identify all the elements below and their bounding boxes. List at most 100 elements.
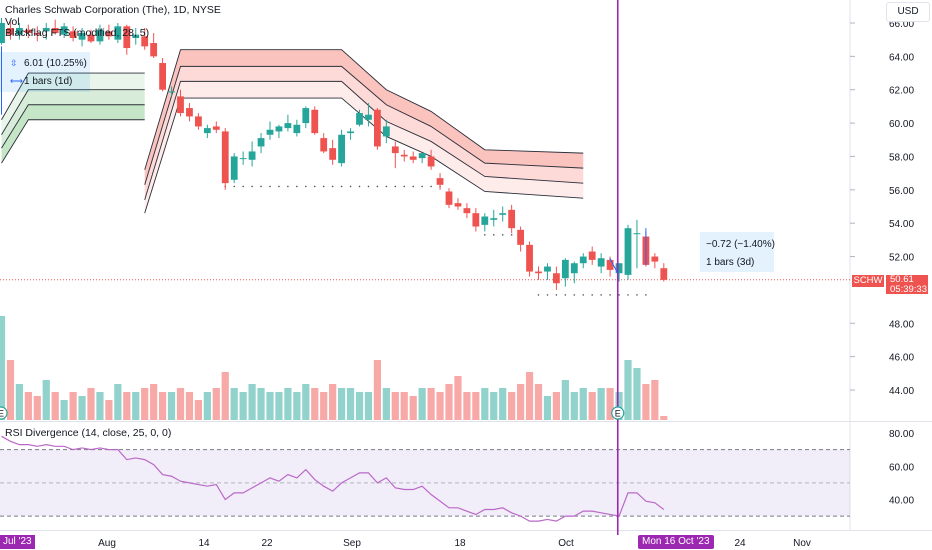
price-axis: 66.00 64.00 62.00 60.00 58.00 56.00 54.00 52.00… — [850, 19, 914, 507]
candle-body — [0, 23, 5, 44]
candle-body — [123, 26, 131, 49]
bar-countdown: 05:39:33 — [890, 283, 927, 295]
volume-bar — [472, 392, 480, 420]
volume-bar — [517, 384, 525, 420]
price-tick-label: 64.00 — [889, 52, 914, 63]
candle-body — [150, 43, 158, 57]
volume-bar — [24, 392, 32, 420]
chart-title[interactable]: Charles Schwab Corporation (The), 1D, NY… — [5, 4, 221, 16]
candle-body — [16, 28, 23, 35]
price-tick-label: 52.00 — [889, 253, 914, 264]
candle-body — [266, 129, 274, 135]
candle-body — [159, 63, 166, 90]
stop-dot — [412, 185, 415, 188]
candle-body — [615, 263, 623, 274]
price-tick-label: 46.00 — [889, 353, 914, 364]
candle-body — [535, 271, 542, 274]
time-axis-label: Oct — [558, 538, 574, 549]
stop-dot — [376, 185, 379, 188]
candle-body — [239, 158, 247, 160]
volume-bar — [159, 392, 167, 420]
rsi-legend[interactable]: RSI Divergence (14, close, 25, 0, 0) — [5, 427, 172, 439]
volume-bar — [660, 416, 668, 420]
red-band-fill-3 — [144, 81, 584, 214]
red-mid-line — [144, 65, 584, 185]
red-top-line — [144, 49, 584, 170]
volume-bar — [418, 388, 426, 420]
time-axis-label: 14 — [198, 538, 210, 549]
candle-body — [490, 218, 498, 220]
volume-bar — [490, 392, 498, 420]
crosshair-date-label: Mon 16 Oct '23 — [638, 535, 714, 549]
time-axis-label: 24 — [734, 538, 746, 549]
volume-bar — [6, 360, 15, 420]
symbol-badge: SCHW — [852, 275, 884, 287]
stop-dot — [430, 185, 432, 188]
candle-body — [186, 108, 193, 117]
candle-body — [212, 126, 220, 130]
candle-body — [96, 29, 104, 42]
stop-dot — [618, 294, 620, 296]
measure-tool-left[interactable]: ⇳ 6.01 (10.25%) ⟷1 bars (1d) — [0, 52, 90, 92]
red-band-fill-1 — [144, 49, 584, 185]
stop-dot — [287, 185, 289, 188]
earnings-marker-jul: E — [0, 406, 8, 420]
volume-bar — [105, 400, 113, 420]
measure-change: 6.01 (10.25%) — [24, 58, 87, 69]
volume-bar — [266, 392, 274, 420]
volume-bar — [382, 388, 390, 420]
stop-dot — [269, 185, 271, 188]
candle-body — [382, 126, 390, 137]
currency-button[interactable]: USD — [886, 2, 930, 22]
candle-body — [454, 203, 462, 207]
candle-body — [356, 113, 363, 125]
candle-body — [517, 229, 524, 245]
green-band-fill-1 — [1, 73, 145, 135]
candlesticks — [0, 17, 668, 290]
stop-dot — [233, 185, 235, 188]
bar-range-icon: ⟷ — [10, 76, 23, 86]
volume-bar — [606, 388, 614, 420]
volume-bar — [293, 392, 301, 420]
candle-body — [329, 148, 337, 160]
volume-bar — [400, 392, 408, 420]
measure-tool-right[interactable]: −0.72 (−1.40%) 1 bars (3d) — [700, 232, 775, 272]
volume-bar — [445, 384, 453, 420]
volume-bar — [96, 392, 104, 420]
stop-dot — [367, 185, 370, 188]
time-axis-label: Aug — [98, 538, 116, 549]
rsi-pane — [0, 435, 850, 522]
volume-bar — [275, 392, 283, 420]
candle-body — [481, 216, 489, 225]
earnings-marker-letter: E — [0, 409, 4, 419]
candle-body — [114, 26, 122, 40]
candle-body — [508, 209, 516, 229]
volume-bar — [194, 400, 202, 420]
stop-dot — [645, 294, 647, 296]
stop-dot — [555, 294, 558, 296]
candle-body — [141, 36, 149, 47]
candle-body — [177, 96, 184, 114]
candle-body — [544, 266, 551, 272]
candle-body — [660, 268, 668, 280]
time-axis-label: 22 — [261, 538, 273, 549]
candle-body — [221, 131, 229, 184]
indicator-legend[interactable]: Blackflag FTS (modified, 28, 5) — [5, 27, 150, 39]
candle-body — [606, 259, 614, 270]
volume-bar — [508, 392, 516, 420]
candle-body — [463, 208, 471, 214]
volume-bar — [212, 388, 220, 420]
stop-dot — [510, 234, 513, 236]
volume-legend[interactable]: Vol — [5, 16, 20, 28]
volume-bar — [597, 388, 605, 420]
red-band-fill-2 — [144, 66, 584, 200]
range-start-label: Jul '23 — [0, 535, 35, 549]
candle-body — [445, 191, 453, 205]
volume-bar — [203, 392, 211, 420]
price-tick-label: 60.00 — [889, 119, 914, 130]
candle-body — [427, 156, 435, 167]
volume-bar — [552, 392, 560, 420]
candle-body — [418, 153, 426, 159]
volume-bar — [373, 360, 381, 420]
